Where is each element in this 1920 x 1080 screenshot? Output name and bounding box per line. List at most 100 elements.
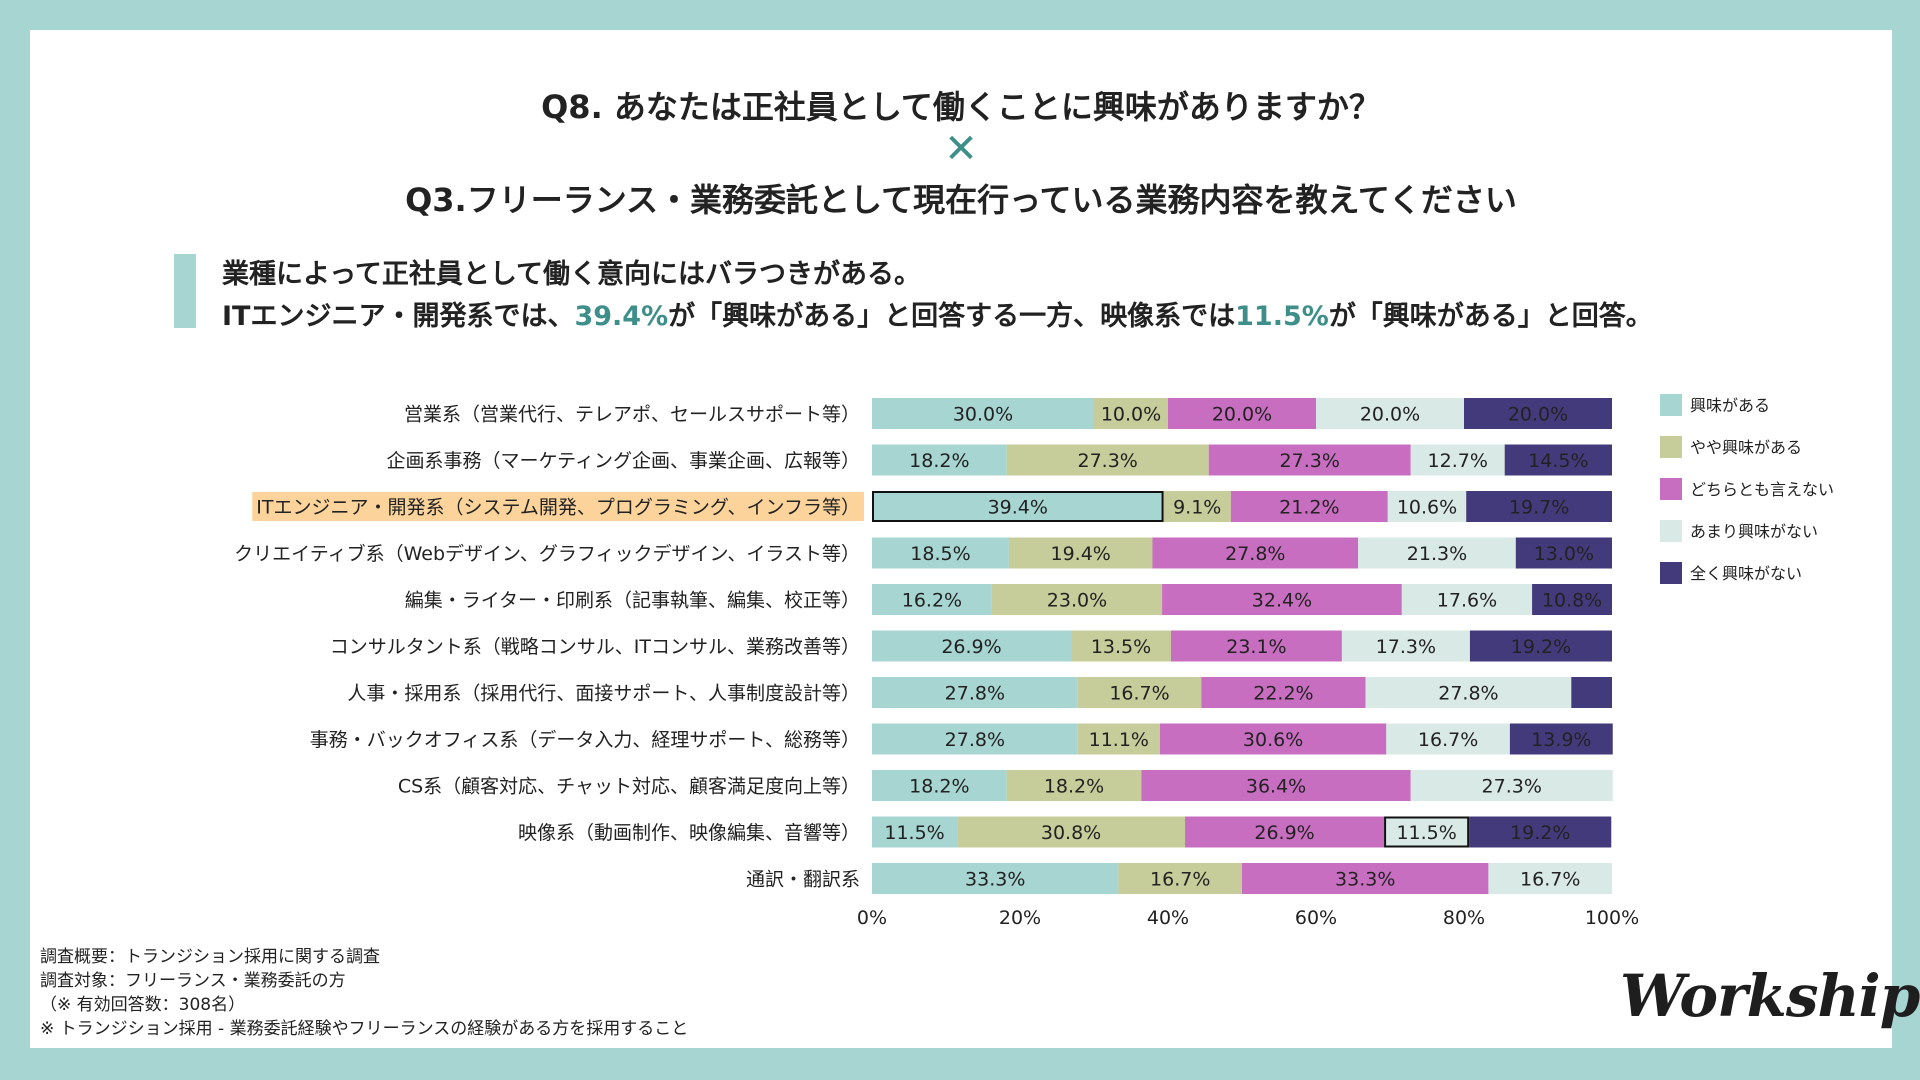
category-label: 営業系（営業代行、テレアポ、セールスサポート等） (404, 404, 860, 426)
bar-segment (1170, 630, 1342, 662)
finding-text-a: ITエンジニア・開発系では、 (222, 301, 575, 332)
bar-segment (872, 398, 1094, 429)
bar-segment (1201, 677, 1366, 708)
data-label: 13.5% (1091, 636, 1151, 658)
footnote-valid-responses: （※ 有効回答数：308名） (40, 995, 246, 1015)
bar-segment (1384, 816, 1470, 848)
times-icon: ✕ (944, 126, 978, 172)
bar-segment (1469, 630, 1612, 662)
finding-line-1: 業種によって正社員として働く意向にはバラつきがある。 (222, 259, 922, 290)
category-label: ITエンジニア・開発系（システム開発、プログラミング、インフラ等） (256, 497, 860, 519)
data-label: 27.8% (1225, 543, 1285, 565)
data-label: 10.6% (1397, 497, 1457, 519)
x-tick-label: 100% (1585, 907, 1639, 929)
x-tick-label: 80% (1443, 907, 1485, 929)
bar-segment (872, 816, 958, 848)
bar-segment (1077, 677, 1202, 708)
data-label: 27.3% (1482, 776, 1542, 798)
segment-outline (872, 491, 1164, 522)
data-label: 18.5% (910, 543, 970, 565)
data-label: 27.8% (945, 683, 1005, 705)
bar-segment (991, 584, 1163, 615)
legend-label: やや興味がある (1690, 438, 1802, 457)
bar-segment (1386, 723, 1510, 755)
finding-line-2: ITエンジニア・開発系では、39.4%が「興味がある」と回答する一方、映像系では… (222, 294, 1653, 333)
bar-segment (1358, 537, 1516, 569)
bar-segment (1571, 677, 1612, 708)
bar-segment (1230, 491, 1388, 522)
data-label: 14.5% (1528, 450, 1588, 472)
bar-segment (1504, 444, 1612, 476)
category-label: 事務・バックオフィス系（データ入力、経理サポート、総務等） (310, 729, 860, 751)
bar-segment (1163, 491, 1231, 522)
footnote-definition: ※ トランジション採用 - 業務委託経験やフリーランスの経験がある方を採用するこ… (40, 1019, 689, 1039)
data-label: 16.7% (1150, 869, 1210, 891)
bar-segment (1006, 770, 1142, 801)
data-label: 17.3% (1376, 636, 1436, 658)
bar-segment (1185, 816, 1385, 848)
x-tick-label: 0% (857, 907, 887, 929)
data-label: 26.9% (941, 636, 1001, 658)
bar-segment (872, 491, 1164, 522)
data-label: 21.2% (1279, 497, 1339, 519)
bar-segment (1242, 863, 1489, 894)
data-label: 27.8% (1438, 683, 1498, 705)
x-tick-label: 40% (1147, 907, 1189, 929)
category-label: 映像系（動画制作、映像編集、音響等） (518, 822, 860, 844)
finding-accent-bar (174, 254, 196, 328)
bar-segment (1464, 398, 1612, 429)
data-label: 27.3% (1280, 450, 1340, 472)
bar-segment (1365, 677, 1572, 708)
legend-label: 全く興味がない (1690, 564, 1802, 583)
legend-label: 興味がある (1690, 396, 1770, 415)
bar-segment (1515, 537, 1612, 569)
bar-segment (872, 863, 1119, 894)
legend-label: どちらとも言えない (1690, 480, 1834, 499)
bar-segment (872, 770, 1007, 801)
bar-segment (1008, 537, 1153, 569)
legend-swatch (1660, 520, 1682, 542)
question-q8: Q8. あなたは正社員として働くことに興味がありますか？ (541, 88, 1381, 126)
bar-segment (872, 677, 1078, 708)
finding-highlight-video: 11.5% (1235, 301, 1329, 332)
data-label: 13.0% (1534, 543, 1594, 565)
data-label: 10.0% (1101, 404, 1161, 426)
data-label: 32.4% (1252, 590, 1312, 612)
category-label: 通訳・翻訳系 (746, 869, 860, 891)
x-tick-label: 20% (999, 907, 1041, 929)
data-label: 17.6% (1437, 590, 1497, 612)
footnote-survey-overview: 調査概要：トランジション採用に関する調査 (40, 947, 380, 967)
bar-segment (1077, 723, 1160, 755)
data-label: 13.9% (1531, 729, 1591, 751)
legend-swatch (1660, 562, 1682, 584)
bar-segment (1532, 584, 1612, 615)
data-label: 9.1% (1173, 497, 1221, 519)
bar-segment (1162, 584, 1402, 615)
data-label: 18.2% (909, 450, 969, 472)
data-label: 30.0% (953, 404, 1013, 426)
finding-text-e: が「興味がある」と回答。 (1328, 301, 1653, 332)
legend-swatch (1660, 436, 1682, 458)
data-label: 20.0% (1360, 404, 1420, 426)
legend-swatch (1660, 478, 1682, 500)
data-label: 21.3% (1407, 543, 1467, 565)
data-label: 16.7% (1520, 869, 1580, 891)
data-label: 33.3% (1335, 869, 1395, 891)
bar-segment (1118, 863, 1242, 894)
data-label: 30.6% (1243, 729, 1303, 751)
category-label: クリエイティブ系（Webデザイン、グラフィックデザイン、イラスト等） (234, 542, 860, 565)
bar-segment (1208, 444, 1411, 476)
data-label: 30.8% (1041, 822, 1101, 844)
data-label: 16.7% (1418, 729, 1478, 751)
bar-segment (1488, 863, 1612, 894)
bar-segment (872, 444, 1007, 476)
data-label: 12.7% (1428, 450, 1488, 472)
finding-text-c: が「興味がある」と回答する一方、映像系では (668, 301, 1236, 332)
bar-segment (1387, 491, 1467, 522)
bar-segment (1006, 444, 1209, 476)
bar-segment (1401, 584, 1533, 615)
data-label: 23.1% (1226, 636, 1286, 658)
category-highlight (252, 492, 864, 521)
bar-segment (1094, 398, 1168, 429)
bar-segment (1341, 630, 1470, 662)
